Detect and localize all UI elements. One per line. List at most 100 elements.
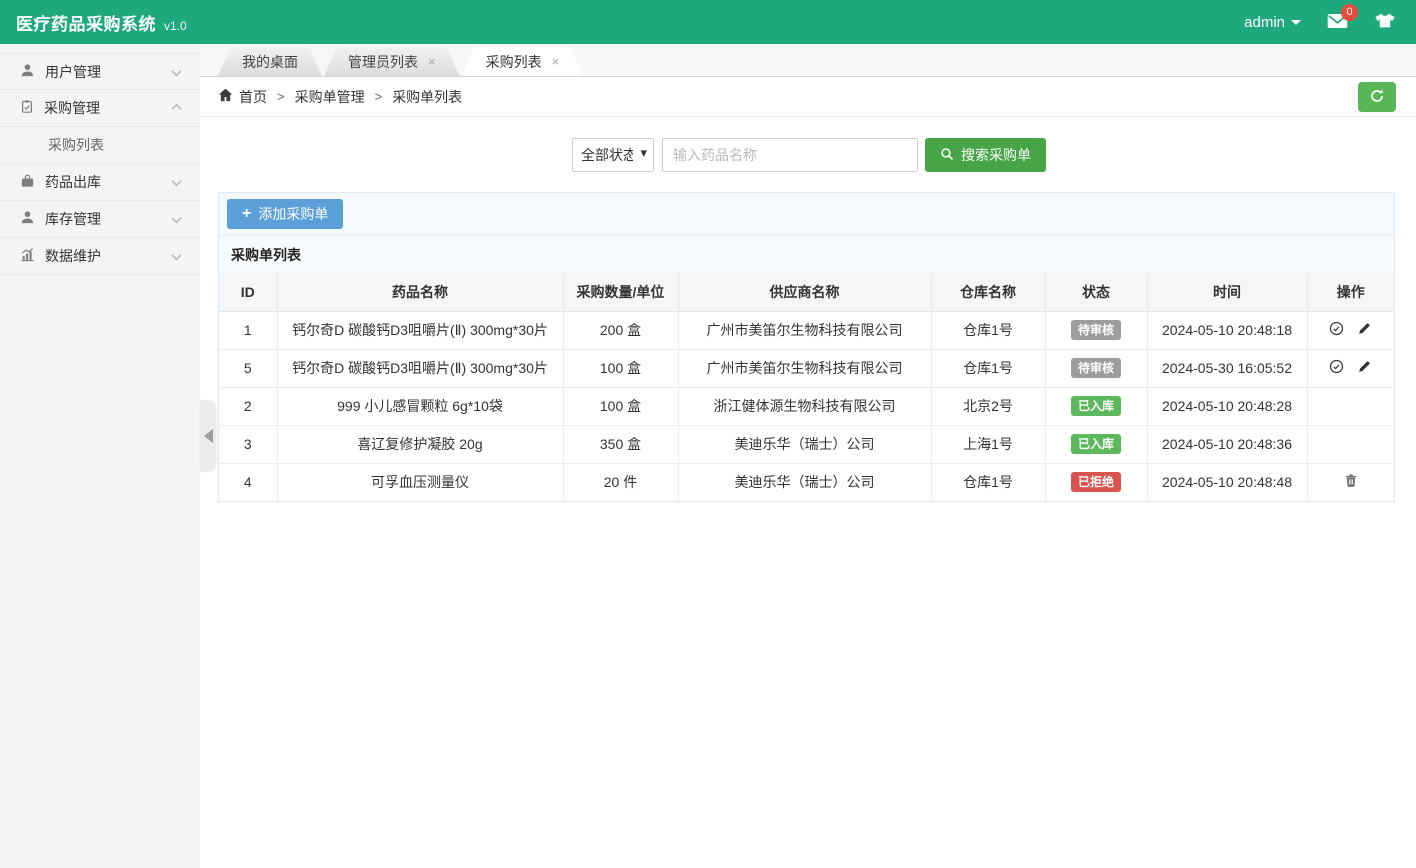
delete-icon[interactable] <box>1344 473 1358 488</box>
tab-my-desktop[interactable]: 我的桌面 <box>218 47 322 76</box>
tab-label: 管理员列表 <box>348 53 418 70</box>
cell-supplier: 广州市美笛尔生物科技有限公司 <box>677 310 932 350</box>
tshirt-icon <box>1374 12 1396 32</box>
shirt-button[interactable] <box>1374 12 1396 32</box>
cell-qty: 100 盒 <box>562 386 679 426</box>
refresh-button[interactable] <box>1358 82 1396 112</box>
drug-name-input[interactable] <box>662 138 918 172</box>
mail-button[interactable]: 0 <box>1327 3 1358 32</box>
cell-time: 2024-05-10 20:48:18 <box>1146 310 1308 350</box>
cell-warehouse: 仓库1号 <box>930 310 1046 350</box>
status-badge: 待审核 <box>1070 319 1121 341</box>
sidebar-item-drug-outbound[interactable]: 药品出库 <box>0 164 200 201</box>
cell-drug: 钙尔奇D 碳酸钙D3咀嚼片(Ⅱ) 300mg*30片 <box>276 348 564 388</box>
cell-supplier: 美迪乐华（瑞士）公司 <box>677 424 932 464</box>
cell-warehouse: 仓库1号 <box>930 462 1046 501</box>
status-badge: 已拒绝 <box>1070 472 1121 493</box>
chart-icon <box>20 247 35 265</box>
cell-id: 3 <box>219 424 278 464</box>
app-title: 医疗药品采购系统 <box>16 14 156 34</box>
sidebar-item-label: 药品出库 <box>45 174 101 190</box>
cell-time: 2024-05-10 20:48:28 <box>1146 386 1308 426</box>
sidebar: 用户管理 采购管理 采购列表 药品出库 库存管理 数据维护 <box>0 44 200 868</box>
sidebar-item-procurement[interactable]: 采购管理 <box>0 90 200 127</box>
sidebar-item-label: 用户管理 <box>45 63 101 80</box>
user-icon <box>20 63 35 81</box>
search-bar: 全部状态 搜索采购单 <box>200 138 1416 172</box>
sidebar-item-label: 库存管理 <box>45 211 101 227</box>
cell-id: 5 <box>219 348 278 388</box>
close-icon[interactable] <box>428 55 436 68</box>
plus-icon <box>242 205 251 223</box>
clipboard-icon <box>20 99 34 117</box>
breadcrumb: 首页 > 采购单管理 > 采购单列表 <box>200 77 1416 117</box>
tab-label: 采购列表 <box>485 53 542 70</box>
tab-admin-list[interactable]: 管理员列表 <box>324 47 460 76</box>
status-filter-select[interactable]: 全部状态 <box>572 138 654 172</box>
cell-drug: 钙尔奇D 碳酸钙D3咀嚼片(Ⅱ) 300mg*30片 <box>276 310 564 350</box>
cell-drug: 999 小儿感冒颗粒 6g*10袋 <box>276 386 564 426</box>
breadcrumb-item[interactable]: 采购单管理 <box>294 88 365 105</box>
tab-procurement-list[interactable]: 采购列表 <box>462 47 584 76</box>
app-version: v1.0 <box>164 18 187 33</box>
cell-qty: 350 盒 <box>562 424 679 464</box>
cell-id: 2 <box>219 386 278 426</box>
breadcrumb-current: 采购单列表 <box>392 88 463 105</box>
sidebar-item-data-maintenance[interactable]: 数据维护 <box>0 238 200 275</box>
user-icon <box>20 210 35 228</box>
table-row: 5 钙尔奇D 碳酸钙D3咀嚼片(Ⅱ) 300mg*30片 100 盒 广州市美笛… <box>219 348 1394 388</box>
content-area: 我的桌面 管理员列表 采购列表 首页 > 采购单管理 > 采购单列表 <box>200 44 1416 868</box>
sidebar-item-procurement-list[interactable]: 采购列表 <box>0 127 200 164</box>
user-menu[interactable]: admin <box>1244 14 1301 31</box>
col-header-id: ID <box>219 273 278 312</box>
cell-time: 2024-05-10 20:48:48 <box>1146 462 1308 501</box>
search-icon <box>940 147 954 164</box>
cell-supplier: 浙江健体源生物科技有限公司 <box>677 386 932 426</box>
col-header-time: 时间 <box>1146 273 1308 312</box>
sidebar-item-users[interactable]: 用户管理 <box>0 53 200 90</box>
edit-icon[interactable] <box>1357 359 1372 374</box>
breadcrumb-separator: > <box>374 89 383 104</box>
table-row: 3 喜辽复修护凝胶 20g 350 盒 美迪乐华（瑞士）公司 上海1号 已入库 … <box>219 424 1394 464</box>
approve-icon[interactable] <box>1329 359 1344 374</box>
refresh-icon <box>1369 88 1385 107</box>
chevron-left-icon <box>203 429 213 443</box>
col-header-qty: 采购数量/单位 <box>562 273 679 312</box>
status-badge: 已入库 <box>1070 433 1121 455</box>
chevron-down-icon <box>171 64 182 80</box>
breadcrumb-separator: > <box>277 89 285 104</box>
mail-badge: 0 <box>1341 3 1358 21</box>
chevron-down-icon <box>171 211 182 227</box>
add-procurement-button[interactable]: 添加采购单 <box>227 199 344 229</box>
cell-drug: 可孚血压测量仪 <box>276 462 564 501</box>
sidebar-item-label: 采购管理 <box>44 100 100 116</box>
col-header-warehouse: 仓库名称 <box>930 273 1046 312</box>
sidebar-item-inventory[interactable]: 库存管理 <box>0 201 200 238</box>
edit-icon[interactable] <box>1357 321 1372 336</box>
close-icon[interactable] <box>552 55 560 68</box>
cell-supplier: 广州市美笛尔生物科技有限公司 <box>677 348 932 388</box>
table-header-row: ID 药品名称 采购数量/单位 供应商名称 仓库名称 状态 时间 操作 <box>219 273 1394 312</box>
home-icon <box>218 88 233 105</box>
sidebar-collapse-handle[interactable] <box>200 400 216 472</box>
cell-qty: 200 盒 <box>562 310 679 350</box>
table-row: 2 999 小儿感冒颗粒 6g*10袋 100 盒 浙江健体源生物科技有限公司 … <box>219 386 1394 426</box>
search-button[interactable]: 搜索采购单 <box>925 138 1046 172</box>
panel-title: 采购单列表 <box>219 235 1394 273</box>
col-header-actions: 操作 <box>1306 273 1394 312</box>
chevron-down-icon <box>171 174 182 190</box>
sidebar-subitem-label: 采购列表 <box>48 137 104 153</box>
approve-icon[interactable] <box>1329 321 1344 336</box>
col-header-supplier: 供应商名称 <box>677 273 932 312</box>
cell-supplier: 美迪乐华（瑞士）公司 <box>677 462 932 501</box>
tab-bar: 我的桌面 管理员列表 采购列表 <box>200 44 1416 77</box>
sidebar-item-label: 数据维护 <box>45 248 101 264</box>
status-filter-wrap: 全部状态 <box>572 138 654 172</box>
cell-qty: 20 件 <box>562 462 679 501</box>
username: admin <box>1244 13 1285 31</box>
breadcrumb-home[interactable]: 首页 <box>218 87 267 107</box>
chevron-up-icon <box>171 100 182 116</box>
cell-warehouse: 上海1号 <box>930 424 1046 464</box>
medkit-icon <box>20 173 35 191</box>
tab-label: 我的桌面 <box>242 53 298 70</box>
